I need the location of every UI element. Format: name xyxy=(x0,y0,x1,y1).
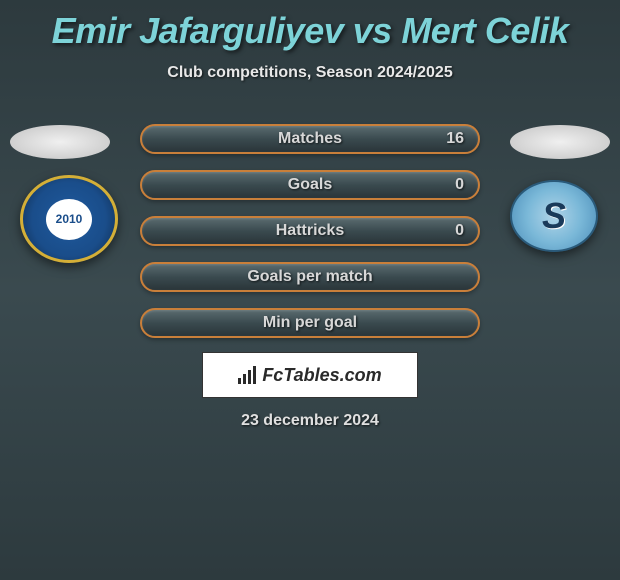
club-badge-right: S xyxy=(510,180,598,252)
stat-row: Goals per match xyxy=(140,262,480,292)
stat-label: Goals xyxy=(288,176,332,194)
stat-label: Min per goal xyxy=(263,314,357,332)
sabah-badge-icon: S xyxy=(510,180,598,252)
stat-value-right: 0 xyxy=(455,176,464,194)
stat-label: Hattricks xyxy=(276,222,344,240)
sumqayit-badge-icon: 2010 xyxy=(20,175,118,263)
brand-box: FcTables.com xyxy=(202,352,418,398)
stat-label: Goals per match xyxy=(247,268,372,286)
badge-letter: S xyxy=(542,195,566,237)
player-photo-right xyxy=(510,125,610,159)
subtitle: Club competitions, Season 2024/2025 xyxy=(0,64,620,82)
page-title: Emir Jafarguliyev vs Mert Celik xyxy=(0,0,620,52)
stat-row: Matches 16 xyxy=(140,124,480,154)
brand-text: FcTables.com xyxy=(262,365,381,386)
stat-row: Min per goal xyxy=(140,308,480,338)
stat-row: Goals 0 xyxy=(140,170,480,200)
stat-value-right: 16 xyxy=(446,130,464,148)
stat-row: Hattricks 0 xyxy=(140,216,480,246)
stat-value-right: 0 xyxy=(455,222,464,240)
infographic-container: Emir Jafarguliyev vs Mert Celik Club com… xyxy=(0,0,620,580)
stat-label: Matches xyxy=(278,130,342,148)
player-photo-left xyxy=(10,125,110,159)
club-badge-left: 2010 xyxy=(20,175,118,263)
stats-panel: Matches 16 Goals 0 Hattricks 0 Goals per… xyxy=(140,124,480,354)
badge-year: 2010 xyxy=(46,199,92,240)
date-label: 23 december 2024 xyxy=(0,412,620,430)
bar-chart-icon xyxy=(238,366,256,384)
